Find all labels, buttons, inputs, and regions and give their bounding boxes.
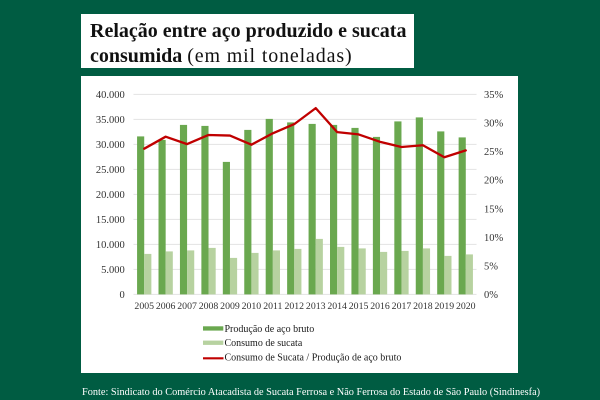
svg-text:2006: 2006 xyxy=(156,301,176,312)
svg-text:0%: 0% xyxy=(484,290,498,301)
svg-text:35%: 35% xyxy=(484,90,504,101)
svg-text:2016: 2016 xyxy=(370,301,390,312)
svg-text:30%: 30% xyxy=(484,119,504,130)
svg-text:2009: 2009 xyxy=(220,301,240,312)
svg-text:30.000: 30.000 xyxy=(96,140,125,151)
svg-text:25%: 25% xyxy=(484,147,504,158)
svg-text:2019: 2019 xyxy=(435,301,455,312)
svg-text:0: 0 xyxy=(120,290,125,301)
svg-text:10%: 10% xyxy=(484,233,504,244)
svg-text:15%: 15% xyxy=(484,204,504,215)
svg-text:Produção de aço bruto: Produção de aço bruto xyxy=(225,324,315,335)
svg-text:2020: 2020 xyxy=(456,301,476,312)
svg-text:2018: 2018 xyxy=(413,301,433,312)
svg-text:2011: 2011 xyxy=(263,301,282,312)
svg-text:2017: 2017 xyxy=(392,301,412,312)
svg-text:Consumo de Sucata / Produção d: Consumo de Sucata / Produção de aço brut… xyxy=(225,352,402,363)
svg-text:2015: 2015 xyxy=(349,301,369,312)
svg-text:10.000: 10.000 xyxy=(96,240,125,251)
svg-text:2013: 2013 xyxy=(306,301,326,312)
svg-text:15.000: 15.000 xyxy=(96,215,125,226)
svg-text:2012: 2012 xyxy=(284,301,304,312)
svg-text:20.000: 20.000 xyxy=(96,190,125,201)
svg-text:40.000: 40.000 xyxy=(96,90,125,101)
svg-text:2005: 2005 xyxy=(134,301,154,312)
svg-text:2010: 2010 xyxy=(242,301,262,312)
svg-text:20%: 20% xyxy=(484,176,504,187)
svg-text:5.000: 5.000 xyxy=(101,265,125,276)
svg-text:25.000: 25.000 xyxy=(96,165,125,176)
svg-text:2008: 2008 xyxy=(199,301,219,312)
svg-text:35.000: 35.000 xyxy=(96,115,125,126)
svg-text:2007: 2007 xyxy=(177,301,197,312)
svg-text:5%: 5% xyxy=(484,261,498,272)
svg-text:2014: 2014 xyxy=(327,301,347,312)
svg-text:Consumo de sucata: Consumo de sucata xyxy=(225,338,303,349)
